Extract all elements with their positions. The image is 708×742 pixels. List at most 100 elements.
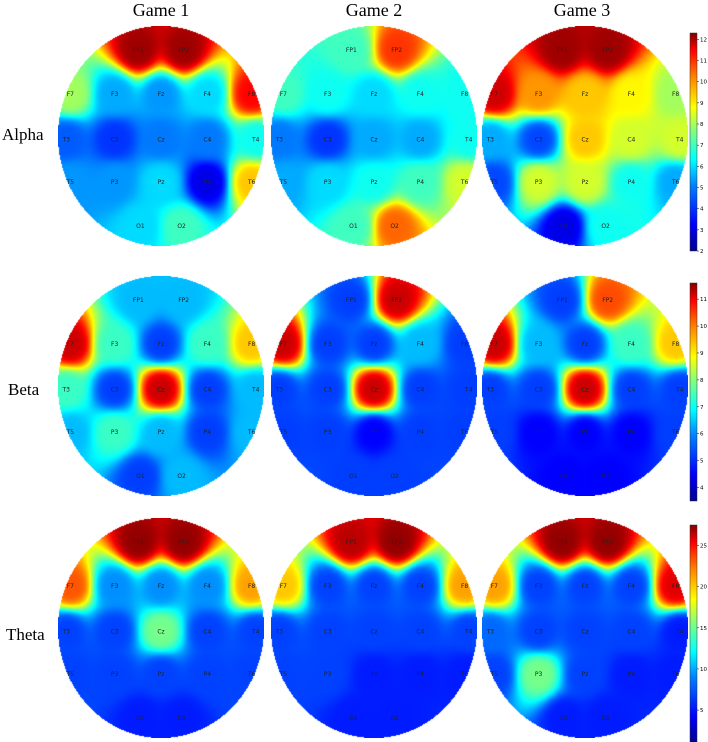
colorbar-tick-label: 10	[700, 667, 707, 673]
electrode-label-cz: Cz	[370, 136, 377, 143]
electrode-label-o1: O1	[349, 473, 358, 480]
electrode-label-cz: Cz	[370, 386, 377, 393]
colorbar-theta	[689, 524, 698, 742]
electrode-label-f8: F8	[248, 91, 255, 98]
column-title-game-3: Game 3	[554, 0, 610, 20]
electrode-label-c4: C4	[627, 136, 635, 143]
electrode-label-cz: Cz	[581, 136, 588, 143]
electrode-label-o1: O1	[560, 715, 569, 722]
electrode-label-fp1: FP1	[557, 47, 568, 54]
topomap-alpha-game-1	[58, 26, 264, 246]
electrode-label-fz: Fz	[371, 583, 378, 590]
colorbar-tick-label: 8	[700, 378, 704, 384]
electrode-label-f7: F7	[67, 91, 74, 98]
electrode-label-c4: C4	[203, 628, 211, 635]
electrode-label-fp2: FP2	[391, 539, 402, 546]
electrode-label-c4: C4	[627, 628, 635, 635]
electrode-label-fp2: FP2	[602, 47, 613, 54]
electrode-label-t6: T6	[460, 671, 469, 678]
electrode-label-cz: Cz	[157, 386, 164, 393]
electrode-label-t4: T4	[464, 386, 473, 393]
electrode-label-t4: T4	[675, 628, 684, 635]
electrode-label-t5: T5	[279, 429, 288, 436]
electrode-label-o2: O2	[601, 715, 610, 722]
electrode-label-pz: Pz	[371, 429, 378, 436]
electrode-label-pz: Pz	[371, 671, 378, 678]
electrode-label-p4: P4	[204, 179, 212, 186]
electrode-label-fp2: FP2	[602, 297, 613, 304]
electrode-label-pz: Pz	[158, 671, 165, 678]
electrode-label-fp2: FP2	[178, 297, 189, 304]
electrode-label-fz: Fz	[158, 91, 165, 98]
colorbar-tick-label: 15	[700, 626, 707, 632]
colorbar-tick-label: 6	[700, 164, 704, 170]
electrode-label-pz: Pz	[582, 671, 589, 678]
colorbar-alpha	[689, 32, 698, 252]
electrode-label-c3: C3	[324, 386, 332, 393]
row-label-alpha: Alpha	[2, 125, 44, 144]
electrode-label-t6: T6	[460, 429, 469, 436]
electrode-label-c3: C3	[111, 628, 119, 635]
electrode-label-pz: Pz	[582, 429, 589, 436]
electrode-label-t4: T4	[251, 136, 260, 143]
electrode-label-f4: F4	[628, 91, 635, 98]
electrode-label-p4: P4	[417, 671, 425, 678]
electrode-label-o2: O2	[390, 473, 399, 480]
electrode-label-fp1: FP1	[133, 47, 144, 54]
electrode-label-f8: F8	[248, 341, 255, 348]
electrode-label-t6: T6	[247, 429, 256, 436]
electrode-label-p4: P4	[204, 429, 212, 436]
electrode-label-fp1: FP1	[133, 297, 144, 304]
electrode-label-fz: Fz	[582, 583, 589, 590]
electrode-label-o2: O2	[390, 223, 399, 230]
colorbars: 12 11 10 9 8 7 6 5 4 3 2 11 10 9 8 7 6 5 4 25 20 15 10 5	[689, 32, 707, 742]
electrode-label-f4: F4	[204, 583, 211, 590]
electrode-label-pz: Pz	[158, 179, 165, 186]
electrode-label-f8: F8	[248, 583, 255, 590]
electrode-label-t3: T3	[274, 628, 283, 635]
colorbar-tick-label: 8	[700, 122, 704, 128]
electrode-label-f3: F3	[324, 91, 331, 98]
electrode-label-cz: Cz	[370, 628, 377, 635]
electrode-label-o1: O1	[349, 223, 358, 230]
electrode-label-t6: T6	[460, 179, 469, 186]
electrode-label-f8: F8	[672, 341, 679, 348]
electrode-label-o1: O1	[560, 223, 569, 230]
topomap-theta-game-3	[482, 518, 688, 738]
colorbar-tick-label: 10	[700, 80, 707, 86]
colorbar-tick-label: 5	[700, 459, 704, 465]
electrode-label-p3: P3	[324, 179, 332, 186]
electrode-label-fz: Fz	[158, 341, 165, 348]
electrode-label-c3: C3	[535, 628, 543, 635]
topomap-beta-game-3	[482, 276, 688, 496]
electrode-label-t6: T6	[671, 179, 680, 186]
electrode-label-p4: P4	[628, 429, 636, 436]
electrode-label-fp2: FP2	[178, 47, 189, 54]
electrode-label-f3: F3	[324, 583, 331, 590]
electrode-label-f3: F3	[324, 341, 331, 348]
colorbar-tick-label: 3	[700, 228, 704, 234]
electrode-label-t4: T4	[464, 628, 473, 635]
electrode-label-t3: T3	[485, 628, 494, 635]
topomap-theta-game-1	[58, 518, 264, 738]
electrode-label-t3: T3	[485, 136, 494, 143]
electrode-label-f8: F8	[672, 91, 679, 98]
electrode-label-t3: T3	[274, 136, 283, 143]
electrode-label-fp1: FP1	[346, 297, 357, 304]
electrode-label-c4: C4	[416, 136, 424, 143]
colorbar-tick-label: 2	[700, 249, 704, 255]
electrode-label-t3: T3	[485, 386, 494, 393]
electrode-label-fp2: FP2	[178, 539, 189, 546]
electrode-label-c3: C3	[324, 136, 332, 143]
colorbar-tick-label: 9	[700, 101, 704, 107]
colorbar-tick-label: 7	[700, 405, 704, 411]
column-title-game-1: Game 1	[133, 0, 189, 20]
electrode-label-f4: F4	[628, 583, 635, 590]
electrode-label-o2: O2	[177, 715, 186, 722]
electrode-label-o2: O2	[601, 223, 610, 230]
electrode-label-o2: O2	[601, 473, 610, 480]
colorbar-tick-label: 12	[700, 37, 707, 43]
colorbar-tick-label: 7	[700, 143, 704, 149]
electrode-label-fp1: FP1	[346, 539, 357, 546]
electrode-label-c3: C3	[111, 386, 119, 393]
